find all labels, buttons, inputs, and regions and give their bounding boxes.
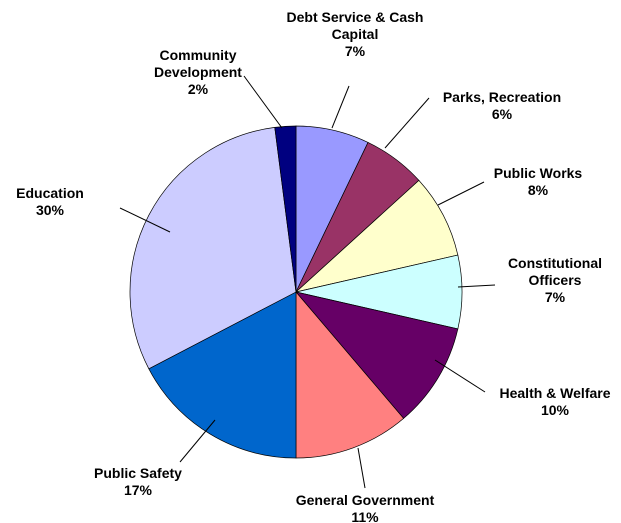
slice-label-public-works: Public Works 8% [494,165,583,198]
slice-label-health-and-welfare: Health & Welfare 10% [500,385,611,418]
leader-line-education [119,207,171,233]
slice-label-constitutional-officers: Constitutional Officers 7% [508,255,602,305]
leader-line-debt-service-and-cash-capital [331,85,350,129]
slice-name-community-development: Development [154,64,242,80]
slice-percent-constitutional-officers: 7% [545,289,566,305]
slice-label-debt-service-and-cash-capital: Debt Service & Cash Capital 7% [287,9,424,59]
slice-label-public-safety: Public Safety 17% [94,465,182,498]
slice-name-health-and-welfare: Health & Welfare [500,385,611,401]
leader-line-general-government [357,447,366,489]
slice-name-constitutional-officers: Constitutional [508,255,602,271]
slice-name-community-development: Community [160,47,237,63]
slice-percent-public-works: 8% [528,182,549,198]
slice-name-parks-recreation: Parks, Recreation [443,89,561,105]
pie-slice-general-government [295,291,405,459]
slice-percent-parks-recreation: 6% [492,106,513,122]
slice-percent-general-government: 11% [351,509,379,523]
leader-line-public-safety [179,419,216,463]
slice-name-debt-service-and-cash-capital: Debt Service & Cash [287,9,424,25]
pie-slices [129,125,463,459]
slice-percent-education: 30% [36,202,65,218]
leader-line-parks-recreation [384,97,430,149]
slice-percent-debt-service-and-cash-capital: 7% [345,43,366,59]
slice-percent-public-safety: 17% [124,482,153,498]
slice-name-general-government: General Government [296,492,435,508]
slice-label-parks-recreation: Parks, Recreation 6% [443,89,561,122]
slice-name-debt-service-and-cash-capital: Capital [332,26,379,42]
leader-lines [119,75,496,489]
pie-slice-community-development [274,125,297,293]
leader-line-constitutional-officers [457,284,496,288]
slice-name-education: Education [16,185,84,201]
leader-line-community-development [243,75,283,129]
slice-label-education: Education 30% [16,185,84,218]
leader-line-public-works [437,181,485,206]
slice-label-community-development: Community Development 2% [154,47,242,97]
slice-name-public-safety: Public Safety [94,465,182,481]
pie-slice-health-and-welfare [295,291,459,419]
slice-labels: Debt Service & Cash Capital 7%Parks, Recre… [16,9,611,523]
leader-line-health-and-welfare [434,359,486,393]
slice-name-public-works: Public Works [494,165,583,181]
slice-label-general-government: General Government 11% [296,492,435,523]
slice-percent-health-and-welfare: 10% [541,402,570,418]
slice-name-constitutional-officers: Officers [529,272,582,288]
pie-slice-education [129,126,297,370]
slice-percent-community-development: 2% [188,81,209,97]
pie-slice-public-safety [148,291,297,459]
